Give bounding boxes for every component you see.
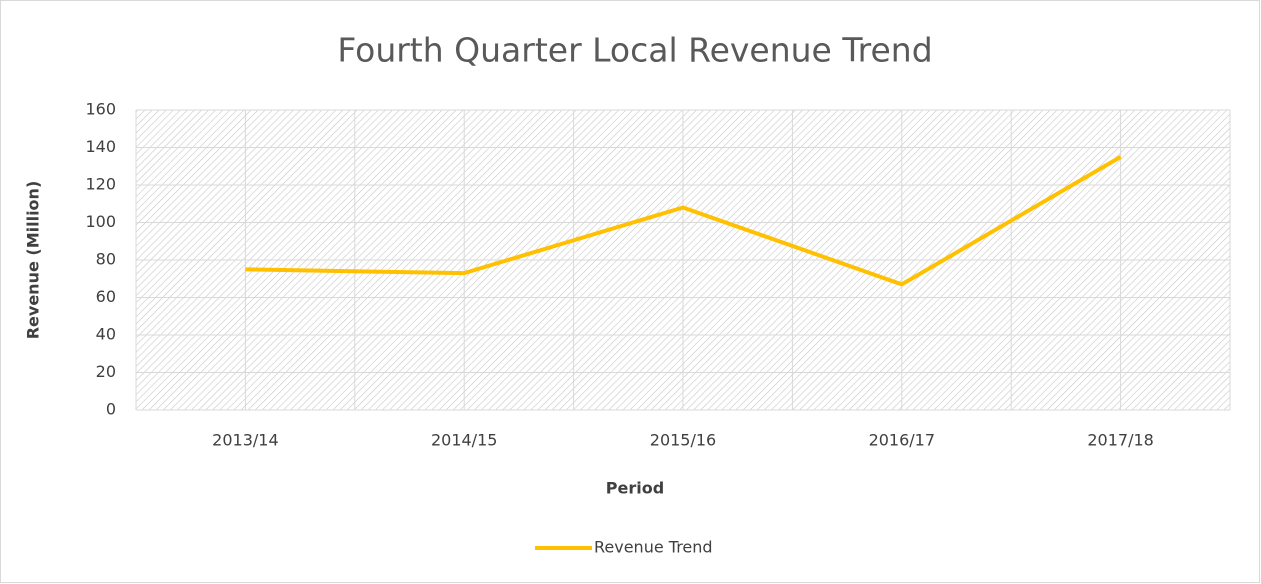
x-tick-label: 2016/17 (869, 431, 935, 450)
chart-title: Fourth Quarter Local Revenue Trend (337, 31, 932, 70)
x-axis-label: Period (606, 479, 664, 498)
x-tick-label: 2013/14 (212, 431, 278, 450)
y-tick-label: 40 (96, 325, 116, 344)
y-tick-label: 100 (85, 212, 116, 231)
x-tick-label: 2014/15 (431, 431, 497, 450)
x-tick-label: 2015/16 (650, 431, 716, 450)
legend-label: Revenue Trend (594, 538, 713, 557)
data-line (245, 155, 1122, 287)
y-tick-label: 80 (96, 250, 116, 269)
y-tick-label: 20 (96, 362, 116, 381)
y-tick-label: 0 (106, 400, 116, 419)
y-tick-label: 140 (85, 137, 116, 156)
y-tick-label: 160 (85, 100, 116, 119)
y-tick-label: 60 (96, 287, 116, 306)
y-tick-label: 120 (85, 175, 116, 194)
y-axis-label: Revenue (Million) (24, 181, 43, 340)
x-tick-label: 2017/18 (1087, 431, 1153, 450)
